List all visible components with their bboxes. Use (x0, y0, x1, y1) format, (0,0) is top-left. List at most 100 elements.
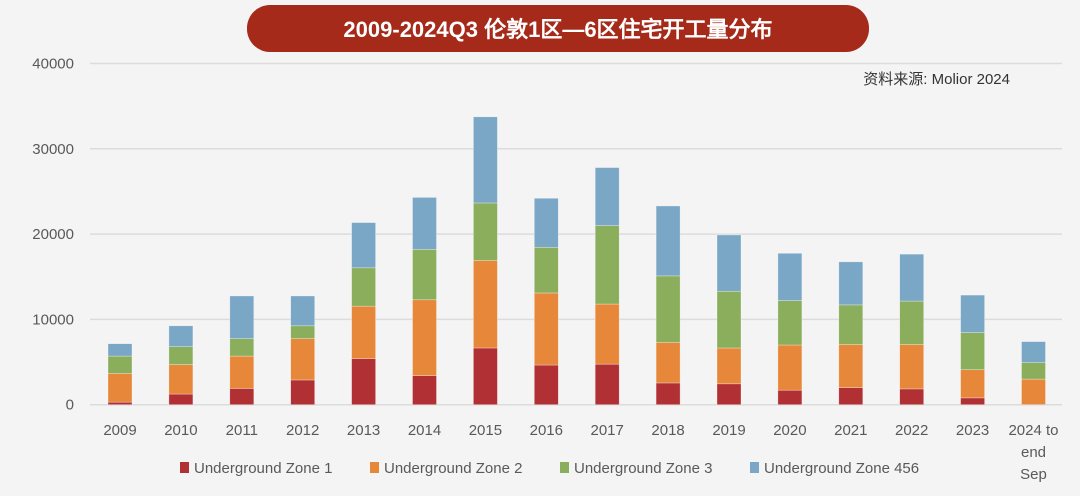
bar-segment-zone-3 (168, 346, 194, 365)
y-tick-label: 20000 (32, 226, 74, 243)
bar-segment-zone-2 (777, 344, 803, 391)
bar-segment-zone-3 (473, 202, 498, 261)
y-tick-label: 10000 (32, 311, 74, 328)
bar-segment-zone-2 (107, 373, 133, 403)
bar-segment-zone-2 (351, 305, 376, 359)
bar-segment-zone-1 (655, 382, 681, 405)
bar-segment-zone-1 (290, 379, 316, 406)
bar-segment-zone-2 (533, 292, 559, 366)
bar-stack (107, 343, 133, 405)
x-tick-label: 2016 (530, 422, 563, 439)
bar-stack (168, 325, 194, 406)
x-tick-label: 2010 (164, 422, 197, 439)
x-tick-label: 2012 (286, 422, 319, 439)
bar-segment-zone-1 (412, 375, 437, 405)
bar-stack (777, 252, 803, 406)
legend-label: Underground Zone 3 (574, 460, 712, 477)
bar-segment-zone-4 (960, 294, 985, 333)
bar-segment-zone-2 (655, 342, 681, 384)
bar-stack (838, 261, 864, 406)
bar-segment-zone-3 (533, 247, 559, 294)
bar-segment-zone-4 (838, 261, 864, 306)
y-tick-label: 0 (66, 397, 74, 414)
bar-segment-zone-2 (290, 338, 316, 381)
x-tick-label: Sep (1020, 466, 1047, 483)
bar-stack (594, 167, 620, 405)
x-tick-label: end (1021, 444, 1046, 461)
bar-segment-zone-4 (1021, 341, 1046, 363)
bar-segment-zone-2 (899, 344, 925, 390)
bar-stack (1021, 341, 1046, 405)
legend-label: Underground Zone 1 (194, 460, 332, 477)
legend-swatch (560, 462, 569, 473)
x-tick-label: 2024 to (1008, 422, 1058, 439)
bar-segment-zone-1 (960, 397, 985, 406)
x-tick-label: 2014 (408, 422, 441, 439)
bar-segment-zone-3 (1021, 362, 1046, 380)
title-banner: 2009-2024Q3 伦敦1区—6区住宅开工量分布 (247, 5, 869, 52)
bar-segment-zone-4 (594, 167, 620, 226)
bar-segment-zone-1 (594, 363, 620, 405)
legend-item: Underground Zone 1 (180, 460, 332, 477)
bar-segment-zone-3 (229, 338, 255, 357)
bar-segment-zone-2 (412, 299, 437, 376)
bar-segment-zone-1 (229, 388, 255, 406)
bar-segment-zone-2 (960, 369, 985, 399)
bar-segment-zone-4 (107, 343, 133, 357)
bar-segment-zone-3 (351, 267, 376, 307)
bar-segment-zone-3 (716, 290, 742, 349)
bar-segment-zone-4 (777, 252, 803, 301)
bar-segment-zone-4 (351, 222, 376, 269)
legend-swatch (750, 462, 759, 473)
x-tick-label: 2009 (103, 422, 136, 439)
bar-segment-zone-1 (838, 387, 864, 406)
x-tick-label: 2021 (834, 422, 867, 439)
bar-segment-zone-2 (1021, 378, 1046, 405)
y-tick-label: 30000 (32, 141, 74, 158)
bar-segment-zone-1 (899, 388, 925, 405)
bar-segment-zone-3 (838, 304, 864, 345)
x-tick-label: 2018 (651, 422, 684, 439)
bar-segment-zone-1 (777, 389, 803, 406)
x-tick-label: 2017 (591, 422, 624, 439)
bar-segment-zone-3 (899, 300, 925, 345)
bar-segment-zone-4 (716, 234, 742, 292)
x-tick-label: 2011 (226, 422, 258, 439)
bar-stack (473, 116, 498, 405)
bar-segment-zone-4 (899, 253, 925, 302)
bar-segment-zone-2 (594, 303, 620, 365)
bar-segment-zone-2 (229, 355, 255, 389)
bar-segment-zone-3 (594, 225, 620, 305)
bar-segment-zone-1 (107, 401, 133, 405)
bar-stack (412, 197, 437, 405)
bar-segment-zone-2 (168, 364, 194, 395)
bar-segment-zone-3 (107, 355, 133, 374)
legend-label: Underground Zone 456 (764, 460, 919, 477)
bar-segment-zone-1 (533, 364, 559, 405)
bar-stack (229, 295, 255, 406)
bar-stack (960, 294, 985, 406)
bar-segment-zone-1 (351, 358, 376, 406)
legend-item: Underground Zone 456 (750, 460, 919, 477)
source-note: 资料来源: Molior 2024 (863, 71, 1010, 88)
legend-item: Underground Zone 2 (370, 460, 522, 477)
x-tick-label: 2023 (956, 422, 989, 439)
bar-segment-zone-3 (655, 275, 681, 343)
bar-segment-zone-3 (777, 300, 803, 346)
bar-segment-zone-3 (960, 332, 985, 371)
x-tick-label: 2022 (895, 422, 928, 439)
bar-segment-zone-2 (716, 347, 742, 385)
bar-stack (716, 234, 742, 406)
x-tick-label: 2019 (712, 422, 745, 439)
bar-segment-zone-1 (168, 393, 194, 406)
y-tick-label: 40000 (32, 56, 74, 73)
bar-stack (351, 222, 376, 406)
bar-segment-zone-3 (290, 325, 316, 339)
bar-stack (655, 205, 681, 405)
bar-segment-zone-4 (473, 116, 498, 204)
legend-swatch (370, 462, 379, 473)
bar-stack (290, 295, 316, 406)
bar-segment-zone-4 (168, 325, 194, 347)
x-tick-label: 2013 (347, 422, 380, 439)
